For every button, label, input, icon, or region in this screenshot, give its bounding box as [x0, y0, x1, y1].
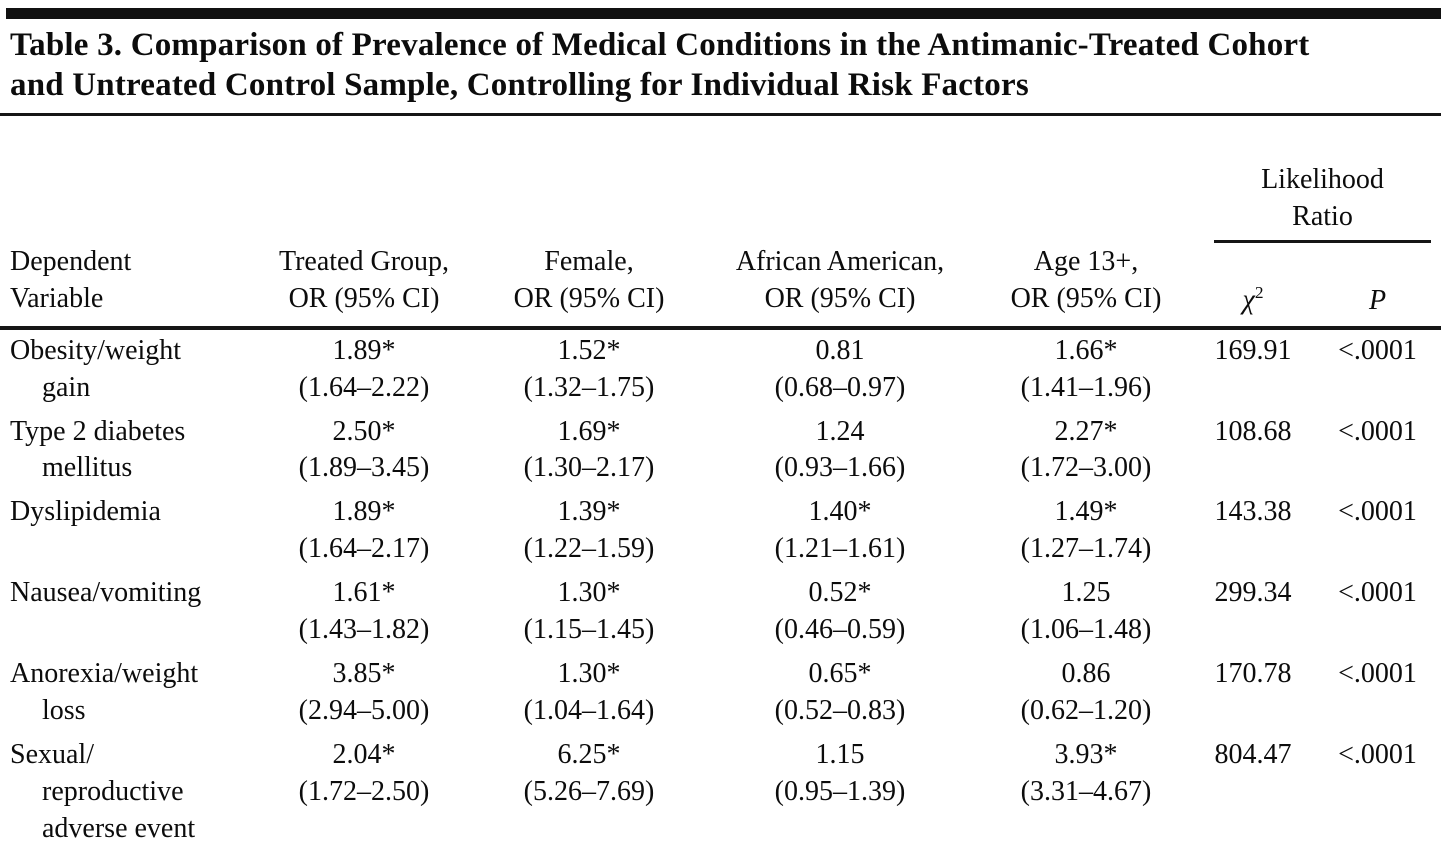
- table-row: Sexual/ reproductive adverse event 2.04*…: [0, 734, 1441, 845]
- treated-or-ci-cell: 1.61* (1.43–1.82): [298, 577, 430, 646]
- chi-square-cell: 169.91: [1214, 334, 1292, 366]
- row-label: Type 2 diabetes mellitus: [10, 415, 186, 484]
- age-13-plus-or-ci-cell: 0.86 (0.62–1.20): [1020, 658, 1152, 727]
- female-or-ci-cell: 1.30* (1.04–1.64): [523, 658, 655, 727]
- african-american-or-ci-cell: 0.65* (0.52–0.83): [774, 658, 906, 727]
- col-header-female: Female, OR (95% CI): [513, 245, 665, 314]
- table-title-block: Table 3. Comparison of Prevalence of Med…: [0, 19, 1441, 116]
- treated-or-ci-cell: 3.85* (2.94–5.00): [298, 658, 430, 727]
- female-or-ci-cell: 1.69* (1.30–2.17): [523, 415, 655, 484]
- table-row: Dyslipidemia 1.89* (1.64–2.17) 1.39* (1.…: [0, 491, 1441, 572]
- row-label: Nausea/vomiting: [10, 577, 202, 609]
- table-row: Type 2 diabetes mellitus 2.50* (1.89–3.4…: [0, 411, 1441, 492]
- p-value-cell: <.0001: [1338, 577, 1417, 609]
- chi-square-cell: 804.47: [1214, 739, 1292, 771]
- female-or-ci-cell: 1.30* (1.15–1.45): [523, 577, 655, 646]
- table-body: Obesity/weight gain 1.89* (1.64–2.22) 1.…: [0, 328, 1441, 845]
- african-american-or-ci-cell: 0.52* (0.46–0.59): [774, 577, 906, 646]
- p-value-cell: <.0001: [1338, 334, 1417, 366]
- treated-or-ci-cell: 1.89* (1.64–2.17): [298, 496, 430, 565]
- col-header-p-value: P: [1368, 284, 1387, 316]
- african-american-or-ci-cell: 1.24 (0.93–1.66): [774, 415, 906, 484]
- top-rule-bar: [6, 8, 1441, 19]
- age-13-plus-or-ci-cell: 1.66* (1.41–1.96): [1020, 334, 1152, 403]
- col-header-chi-square: χ2: [1192, 280, 1314, 327]
- female-or-ci-cell: 1.52* (1.32–1.75): [523, 334, 655, 403]
- age-13-plus-or-ci-cell: 1.25 (1.06–1.48): [1020, 577, 1152, 646]
- col-header-treated-group: Treated Group, OR (95% CI): [278, 245, 450, 314]
- col-header-likelihood-ratio: Likelihood Ratio: [1192, 116, 1441, 281]
- table-row: Obesity/weight gain 1.89* (1.64–2.22) 1.…: [0, 328, 1441, 411]
- chi-square-cell: 299.34: [1214, 577, 1292, 609]
- col-header-age-13-plus: Age 13+, OR (95% CI): [1010, 245, 1162, 314]
- comparison-table: Dependent Variable Treated Group, OR (95…: [0, 116, 1441, 845]
- treated-or-ci-cell: 1.89* (1.64–2.22): [298, 334, 430, 403]
- treated-or-ci-cell: 2.04* (1.72–2.50): [298, 739, 430, 808]
- age-13-plus-or-ci-cell: 2.27* (1.72–3.00): [1020, 415, 1152, 484]
- african-american-or-ci-cell: 0.81 (0.68–0.97): [774, 334, 906, 403]
- african-american-or-ci-cell: 1.15 (0.95–1.39): [774, 739, 906, 808]
- table-row: Nausea/vomiting 1.61* (1.43–1.82) 1.30* …: [0, 572, 1441, 653]
- chi-square-cell: 143.38: [1214, 496, 1292, 528]
- chi-symbol: χ: [1242, 284, 1255, 316]
- row-label: Dyslipidemia: [10, 496, 161, 528]
- row-label: Sexual/ reproductive adverse event: [10, 739, 196, 845]
- p-value-cell: <.0001: [1338, 658, 1417, 690]
- col-header-african-american: African American, OR (95% CI): [735, 245, 945, 314]
- female-or-ci-cell: 1.39* (1.22–1.59): [523, 496, 655, 565]
- row-label: Anorexia/weight loss: [10, 658, 199, 727]
- chi-exponent: 2: [1254, 283, 1264, 303]
- chi-square-cell: 170.78: [1214, 658, 1292, 690]
- treated-or-ci-cell: 2.50* (1.89–3.45): [298, 415, 430, 484]
- row-label: Obesity/weight gain: [10, 334, 182, 403]
- p-value-cell: <.0001: [1338, 739, 1417, 771]
- female-or-ci-cell: 6.25* (5.26–7.69): [523, 739, 655, 808]
- table-title: Table 3. Comparison of Prevalence of Med…: [10, 27, 1310, 104]
- col-header-dependent-variable: Dependent Variable: [10, 245, 132, 314]
- chi-square-cell: 108.68: [1214, 415, 1292, 447]
- p-value-cell: <.0001: [1338, 496, 1417, 528]
- table-row: Anorexia/weight loss 3.85* (2.94–5.00) 1…: [0, 653, 1441, 734]
- p-value-cell: <.0001: [1338, 415, 1417, 447]
- age-13-plus-or-ci-cell: 3.93* (3.31–4.67): [1020, 739, 1152, 808]
- age-13-plus-or-ci-cell: 1.49* (1.27–1.74): [1020, 496, 1152, 565]
- table-header: Dependent Variable Treated Group, OR (95…: [0, 116, 1441, 328]
- likelihood-ratio-spanner-label: Likelihood Ratio: [1214, 162, 1431, 244]
- african-american-or-ci-cell: 1.40* (1.21–1.61): [774, 496, 906, 565]
